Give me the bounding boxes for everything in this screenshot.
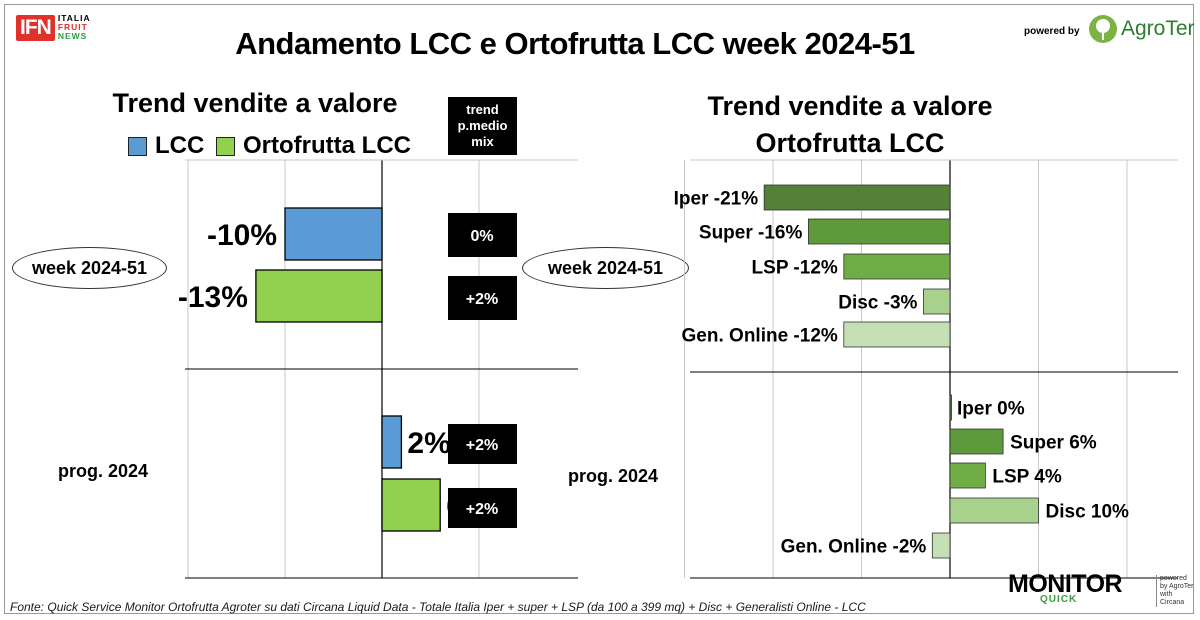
- agroter-logo: AgroTer: [1088, 14, 1195, 44]
- right-bar-label: LSP -12%: [752, 258, 838, 279]
- left-bar-value-label: -13%: [178, 281, 248, 314]
- ifn-word-fruit: FRUIT: [57, 22, 88, 32]
- trend-box: [448, 424, 517, 464]
- ifn-word-italia: ITALIA: [57, 13, 91, 23]
- left-bar-value-label: 2%: [407, 427, 450, 460]
- right-bar-lsp: [843, 253, 951, 280]
- left-bar-lcc: [381, 415, 403, 469]
- right-week-label: week 2024-51: [522, 247, 689, 289]
- left-bar-ortofrutta: [255, 269, 383, 323]
- monitor-quick-label: QUICK: [1040, 594, 1078, 605]
- right-bar-iper: [763, 184, 951, 211]
- right-bar-gen-online: [931, 532, 951, 559]
- chart-frame: [4, 4, 1194, 614]
- right-bar-gen-online: [843, 321, 951, 348]
- right-bar-label: Disc -3%: [838, 293, 917, 314]
- trend-box: [448, 276, 517, 320]
- agroter-wordmark: AgroTer: [1121, 17, 1195, 40]
- trend-header-box: trend p.medio mix: [448, 97, 517, 155]
- monitor-logo: MONITOR: [1008, 570, 1123, 598]
- right-bar-label: Iper 0%: [957, 399, 1025, 420]
- trend-box-value: +2%: [466, 291, 498, 308]
- right-bar-label: Gen. Online -2%: [781, 537, 927, 558]
- right-bar-label: Iper -21%: [674, 189, 759, 210]
- trend-box-value: +2%: [466, 437, 498, 454]
- trend-box-value: +2%: [466, 501, 498, 518]
- ifn-word-news: NEWS: [57, 31, 88, 41]
- legend-lcc-swatch: [128, 136, 147, 156]
- trend-box-value: 0%: [470, 228, 493, 245]
- left-bar-ortofrutta: [381, 478, 441, 532]
- monitor-side-note: powered by AgroTer with Circana: [1156, 575, 1194, 607]
- legend-ortofrutta-swatch: [216, 136, 235, 156]
- right-bar-disc: [949, 497, 1039, 524]
- right-bar-super: [949, 428, 1004, 455]
- left-bar-lcc: [284, 207, 383, 261]
- tree-icon: [1089, 15, 1117, 43]
- right-bar-label: Super 6%: [1010, 433, 1097, 454]
- left-week-label: week 2024-51: [12, 247, 167, 289]
- right-chart-title: Trend vendite a valore Ortofrutta LCC: [707, 91, 993, 158]
- ifn-logo: IFN ITALIA FRUIT NEWS: [16, 14, 91, 41]
- left-chart-svg: -10%0%-13%+2%2%+2%6%+2%: [178, 159, 578, 579]
- right-bar-lsp: [949, 462, 986, 489]
- left-bar-value-label: -10%: [207, 219, 277, 252]
- right-bar-label: Disc 10%: [1046, 502, 1130, 523]
- right-bar-disc: [923, 288, 951, 315]
- trend-box: [448, 488, 517, 528]
- left-prog-label: prog. 2024: [58, 461, 149, 481]
- legend-lcc: LCC: [128, 132, 204, 160]
- right-bar-label: Gen. Online -12%: [682, 326, 838, 347]
- ifn-logo-mark: IFN: [16, 14, 55, 41]
- right-bar-iper: [949, 394, 952, 421]
- trend-box: [448, 213, 517, 257]
- page-title: Andamento LCC e Ortofrutta LCC week 2024…: [235, 26, 915, 61]
- source-footnote: Fonte: Quick Service Monitor Ortofrutta …: [10, 600, 866, 614]
- right-bar-label: LSP 4%: [992, 467, 1061, 488]
- right-chart-svg: Iper -21%Super -16%LSP -12%Disc -3%Gen. …: [674, 159, 1178, 579]
- legend-ortofrutta-label: Ortofrutta LCC: [243, 132, 411, 159]
- legend-ortofrutta: Ortofrutta LCC: [216, 132, 411, 160]
- legend-lcc-label: LCC: [155, 132, 205, 159]
- right-prog-label: prog. 2024: [568, 466, 659, 486]
- right-bar-label: Super -16%: [699, 223, 803, 244]
- right-bar-super: [807, 218, 951, 245]
- ifn-logo-words: ITALIA FRUIT NEWS: [58, 14, 91, 41]
- powered-by-label: powered by: [1024, 26, 1080, 37]
- left-chart-title: Trend vendite a valore: [112, 88, 398, 118]
